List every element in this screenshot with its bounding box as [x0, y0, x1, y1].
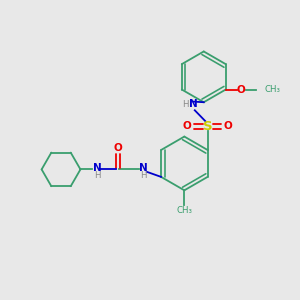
Text: N: N: [189, 99, 198, 109]
Text: CH₃: CH₃: [265, 85, 281, 94]
Text: O: O: [237, 85, 246, 94]
Text: O: O: [183, 121, 192, 131]
Text: O: O: [224, 121, 232, 131]
Text: N: N: [139, 163, 148, 173]
Text: H: H: [183, 100, 189, 109]
Text: H: H: [94, 171, 101, 180]
Text: N: N: [93, 163, 101, 173]
Text: H: H: [140, 171, 147, 180]
Text: S: S: [203, 120, 212, 133]
Text: CH₃: CH₃: [176, 206, 192, 215]
Text: O: O: [113, 143, 122, 153]
